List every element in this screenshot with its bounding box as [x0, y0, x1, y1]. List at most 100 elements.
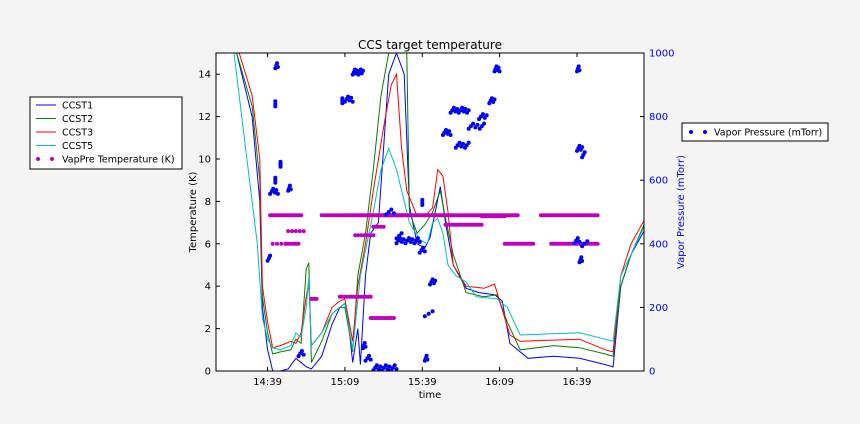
data-point: [422, 249, 427, 254]
data-point: [580, 259, 585, 263]
data-point: [378, 364, 383, 369]
data-point: [299, 349, 304, 353]
data-point: [482, 121, 487, 126]
y-tick-label: 0: [205, 367, 211, 378]
series-line-ccst1: [216, 53, 644, 371]
legend-label: VapPre Temperature (K): [62, 155, 175, 166]
y2-tick-label: 400: [649, 239, 668, 250]
data-point: [580, 145, 585, 150]
data-point: [444, 128, 448, 132]
data-point: [368, 294, 373, 299]
data-point: [275, 65, 280, 69]
x-tick-label: 14:39: [253, 377, 282, 388]
data-point: [278, 161, 283, 165]
data-point: [301, 352, 306, 357]
data-point: [448, 133, 453, 137]
x-tick-label: 16:39: [563, 377, 592, 388]
data-point: [424, 353, 429, 358]
data-point: [288, 187, 293, 192]
data-point: [346, 94, 350, 99]
data-point: [497, 69, 502, 74]
data-point: [367, 353, 371, 358]
data-point: [275, 61, 279, 66]
data-point: [384, 212, 389, 217]
data-point: [356, 233, 361, 238]
data-point: [425, 357, 430, 362]
x-axis-label: time: [419, 390, 442, 401]
data-point: [466, 108, 471, 113]
data-point: [359, 233, 364, 238]
data-point: [394, 367, 399, 371]
data-point: [381, 224, 386, 229]
data-point: [595, 213, 600, 218]
data-point: [374, 363, 379, 368]
data-point: [399, 231, 404, 236]
data-point: [293, 229, 298, 234]
data-point: [575, 236, 580, 241]
x-tick-label: 16:09: [485, 377, 514, 388]
x-tick-label: 15:39: [408, 377, 437, 388]
data-point: [301, 229, 306, 234]
legend-label: CCST3: [62, 128, 93, 139]
data-point: [365, 233, 370, 238]
legend-label: CCST5: [62, 141, 93, 152]
legend-label: CCST1: [62, 101, 93, 112]
legend-label: Vapor Pressure (mTorr): [714, 128, 822, 139]
plot-area: 14:39 15:09 15:39 16:09 16:39 0 2 4 6 8 10 12 14 0 200…: [29, 49, 829, 388]
data-point: [515, 213, 520, 218]
y2-tick-label: 1000: [649, 49, 674, 60]
legend-box: [681, 122, 829, 142]
data-point: [290, 229, 295, 234]
data-point: [496, 65, 501, 70]
legend-swatch-dot: [36, 157, 40, 161]
series-points-vappre-temperature-k: [268, 213, 600, 320]
data-point: [460, 105, 465, 110]
data-point: [273, 175, 278, 180]
legend-swatch-dot: [50, 157, 54, 161]
data-point: [363, 344, 368, 349]
data-point: [296, 241, 301, 246]
legend-box: [29, 96, 183, 170]
data-point: [426, 311, 431, 316]
y-tick-label: 14: [198, 70, 211, 81]
data-point: [480, 112, 485, 117]
plot-frame: [215, 52, 645, 372]
data-point: [349, 95, 354, 100]
y-tick-label: 12: [198, 112, 211, 123]
data-point: [340, 96, 345, 101]
data-point: [407, 236, 411, 241]
data-point: [299, 213, 304, 218]
data-point: [492, 97, 497, 102]
series-line-ccst5: [216, 53, 644, 351]
data-point: [392, 363, 397, 368]
data-point: [577, 68, 582, 73]
data-point: [275, 241, 279, 246]
data-point: [314, 296, 319, 301]
data-point: [362, 233, 367, 238]
data-point: [471, 121, 476, 126]
data-point: [415, 236, 420, 241]
y2-tick-label: 200: [649, 303, 668, 314]
data-point: [457, 140, 462, 145]
y2-tick-label: 600: [649, 176, 668, 187]
data-point: [475, 122, 480, 127]
data-point: [353, 233, 358, 238]
data-point: [451, 105, 456, 110]
data-point: [297, 229, 302, 234]
data-point: [455, 107, 460, 111]
data-point: [270, 241, 275, 246]
data-point: [274, 188, 279, 193]
y-tick-label: 4: [205, 282, 211, 293]
data-point: [576, 64, 581, 69]
y2-axis-label: Vapor Pressure (mTorr): [676, 155, 687, 269]
data-point: [387, 364, 392, 369]
x-tick-label: 15:09: [331, 377, 360, 388]
data-point: [287, 183, 292, 188]
data-point: [391, 316, 396, 320]
legend-swatch-dot: [689, 130, 693, 134]
data-point: [275, 191, 280, 196]
data-point: [271, 186, 276, 191]
data-point: [383, 363, 388, 368]
data-point: [391, 211, 396, 216]
